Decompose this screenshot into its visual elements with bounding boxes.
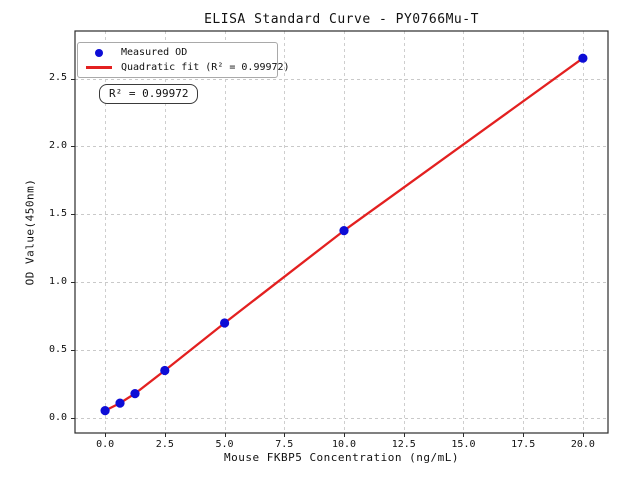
r-squared-annotation: R² = 0.99972: [99, 84, 199, 104]
x-axis-label: Mouse FKBP5 Concentration (ng/mL): [223, 451, 460, 464]
y-tick-label: 1.5: [48, 207, 67, 219]
y-tick-label: 2.0: [48, 139, 67, 151]
x-tick-label: 17.5: [511, 439, 536, 450]
x-tick-label: 0.0: [96, 439, 115, 450]
y-tick-label: 0.0: [48, 411, 67, 423]
data-point: [115, 398, 125, 408]
x-tick-label: 20.0: [570, 439, 595, 450]
chart-title: ELISA Standard Curve - PY0766Mu-T: [204, 12, 479, 27]
data-point: [160, 365, 170, 376]
data-point: [220, 318, 230, 328]
scatter-marker-icon: [95, 48, 103, 57]
legend-marker-cell: [82, 48, 116, 57]
fit-line-icon: [86, 66, 112, 69]
data-point: [130, 389, 140, 399]
x-tick-label: 7.5: [275, 439, 294, 450]
data-point: [578, 53, 588, 63]
axes-spines: [74, 30, 609, 434]
x-tick-label: 10.0: [331, 439, 357, 450]
legend-item-quadratic-fit: Quadratic fit (R² = 0.99972): [82, 60, 290, 75]
x-tick-label: 15.0: [451, 439, 476, 450]
y-axis-label: OD Value(450nm): [23, 178, 37, 286]
data-point: [100, 406, 110, 416]
x-tick-label: 12.5: [391, 439, 416, 450]
legend-marker-cell: [82, 66, 116, 69]
legend-label-measured-od: Measured OD: [121, 47, 188, 58]
x-tick-label: 2.5: [155, 439, 174, 450]
legend-label-quadratic-fit: Quadratic fit (R² = 0.99972): [121, 62, 290, 73]
legend-item-measured-od: Measured OD: [82, 45, 273, 60]
x-tick-label: 5.0: [215, 439, 234, 450]
y-tick-label: 2.5: [48, 72, 67, 84]
y-tick-label: 1.0: [48, 275, 67, 287]
data-point: [339, 226, 349, 236]
y-tick-label: 0.5: [48, 343, 67, 355]
legend: Measured OD Quadratic fit (R² = 0.99972): [77, 42, 290, 78]
